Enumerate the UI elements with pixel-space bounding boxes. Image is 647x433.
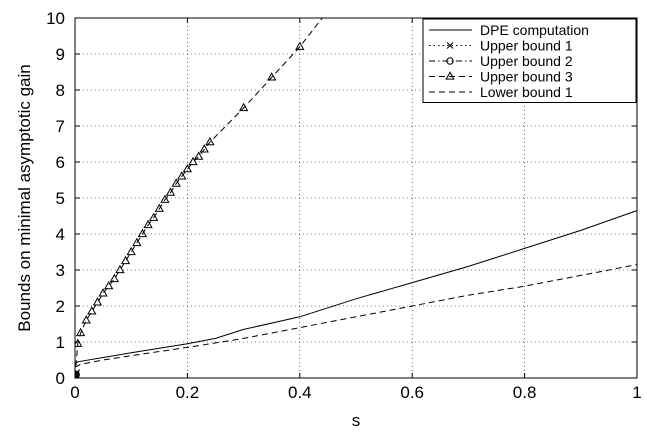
x-axis-label: s [352, 411, 361, 430]
legend-label: DPE computation [480, 22, 589, 38]
series-line [75, 18, 323, 377]
marker-triangle [295, 41, 305, 50]
y-tick-label: 0 [56, 369, 65, 388]
marker-triangle [126, 246, 136, 256]
series-layer [75, 18, 637, 378]
marker-triangle [188, 156, 198, 166]
legend-item: Upper bound 1 [429, 38, 573, 54]
marker-triangle [143, 219, 153, 229]
legend-label: Upper bound 3 [480, 69, 573, 85]
marker-triangle [109, 273, 119, 283]
marker-x [446, 42, 454, 49]
marker-triangle [171, 178, 181, 187]
marker-triangle [205, 136, 215, 146]
marker-triangle [193, 151, 204, 160]
marker-triangle [115, 264, 125, 274]
marker-circle [446, 57, 454, 65]
series-upper-bound-3 [75, 18, 323, 378]
marker-triangle [87, 306, 97, 315]
x-tick-label: 0.6 [400, 383, 424, 402]
y-tick-label: 8 [56, 81, 65, 100]
x-tick-label: 0.2 [176, 383, 200, 402]
marker-triangle [81, 315, 91, 324]
y-axis-label: Bounds on minimal asymptotic gain [15, 64, 34, 331]
x-tick-label: 1 [632, 383, 641, 402]
legend-item: DPE computation [429, 22, 589, 38]
x-tick-label: 0 [70, 383, 79, 402]
marker-triangle [132, 237, 142, 247]
x-tick-label: 0.4 [288, 383, 312, 402]
marker-triangle [165, 187, 176, 196]
marker-triangle [238, 102, 249, 112]
y-tick-label: 7 [56, 117, 65, 136]
marker-triangle [154, 203, 164, 212]
marker-triangle [120, 255, 131, 265]
legend-label: Upper bound 1 [480, 38, 573, 54]
y-tick-label: 3 [56, 261, 65, 280]
legend-item: Upper bound 2 [429, 53, 573, 69]
marker-triangle [445, 71, 455, 80]
legend-label: Upper bound 2 [480, 53, 573, 69]
marker-triangle [98, 288, 108, 297]
marker-triangle [177, 171, 187, 180]
marker-triangle [137, 228, 148, 238]
marker-triangle [182, 163, 193, 173]
legend-label: Lower bound 1 [480, 84, 573, 100]
marker-triangle [267, 72, 277, 81]
marker-triangle [104, 280, 114, 290]
y-tick-label: 5 [56, 189, 65, 208]
legend-item: Lower bound 1 [429, 84, 573, 100]
y-tick-label: 2 [56, 297, 65, 316]
marker-triangle [75, 338, 83, 347]
series-dpe-computation [75, 210, 637, 365]
y-tick-label: 9 [56, 45, 65, 64]
marker-triangle [160, 194, 170, 203]
marker-triangle [75, 327, 86, 337]
y-tick-label: 4 [56, 225, 65, 244]
marker-triangle [92, 297, 103, 306]
y-tick-label: 10 [46, 9, 65, 28]
marker-triangle [75, 370, 79, 378]
x-tick-label: 0.8 [513, 383, 537, 402]
y-tick-label: 6 [56, 153, 65, 172]
marker-triangle [199, 144, 209, 153]
marker-triangle [149, 212, 159, 221]
y-tick-label: 1 [56, 333, 65, 352]
legend-item: Upper bound 3 [429, 69, 573, 85]
series-line [75, 210, 637, 365]
